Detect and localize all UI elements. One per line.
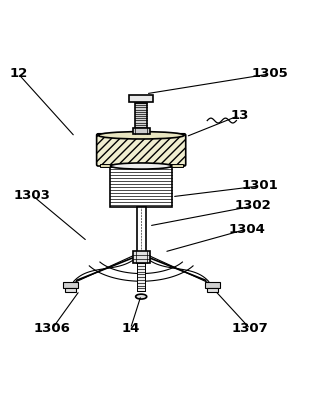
FancyBboxPatch shape (133, 128, 150, 134)
FancyBboxPatch shape (206, 288, 218, 292)
Text: 13: 13 (230, 109, 249, 122)
FancyBboxPatch shape (129, 95, 153, 102)
FancyBboxPatch shape (100, 164, 183, 167)
Text: 14: 14 (121, 322, 140, 335)
Text: 1306: 1306 (34, 322, 70, 335)
Ellipse shape (136, 294, 147, 299)
Text: 1305: 1305 (252, 67, 289, 81)
FancyBboxPatch shape (135, 103, 147, 129)
Ellipse shape (98, 132, 184, 139)
Text: 12: 12 (9, 67, 27, 81)
Text: 1301: 1301 (241, 180, 278, 193)
Text: 1303: 1303 (14, 189, 51, 202)
Text: 1302: 1302 (235, 200, 272, 212)
FancyBboxPatch shape (138, 264, 145, 291)
Text: 1307: 1307 (232, 322, 268, 335)
Text: 1304: 1304 (229, 222, 266, 235)
FancyBboxPatch shape (133, 251, 150, 264)
FancyBboxPatch shape (110, 166, 172, 208)
FancyBboxPatch shape (137, 208, 146, 252)
FancyBboxPatch shape (205, 281, 220, 288)
FancyBboxPatch shape (63, 281, 78, 288)
FancyBboxPatch shape (97, 134, 186, 166)
Ellipse shape (110, 163, 172, 169)
FancyBboxPatch shape (65, 288, 76, 292)
